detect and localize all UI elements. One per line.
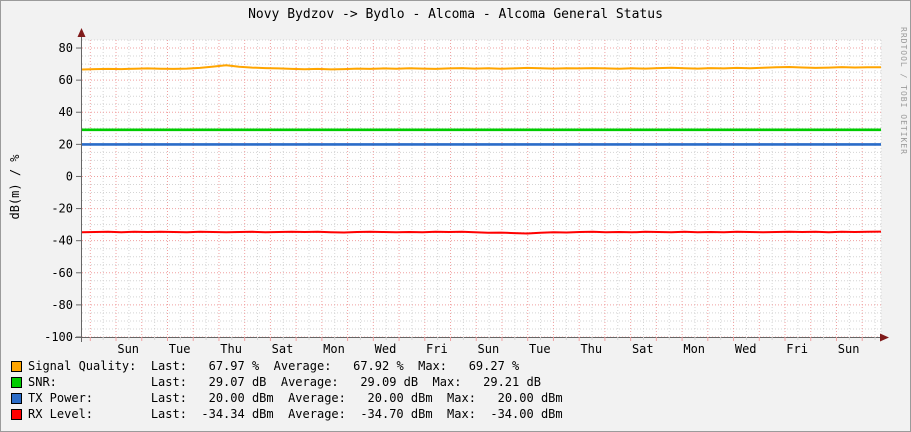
rrdtool-watermark: RRDTOOL / TOBI OETIKER bbox=[899, 27, 908, 155]
legend-unit: % bbox=[251, 359, 260, 373]
legend-max-label: Max: bbox=[418, 359, 448, 373]
legend-series-name: TX Power: bbox=[28, 391, 94, 405]
y-tick-label: -60 bbox=[51, 266, 73, 280]
legend-last-value: 29.07 bbox=[208, 375, 245, 389]
legend-max-value: 20.00 bbox=[497, 391, 534, 405]
legend-unit: dBm bbox=[410, 391, 433, 405]
x-tick-label: Tue bbox=[529, 342, 551, 356]
legend-last-label: Last: bbox=[150, 407, 187, 421]
legend-last-label: Last: bbox=[150, 375, 187, 389]
legend: Signal Quality: Last: 67.97 % Average: 6… bbox=[11, 358, 563, 422]
legend-unit: dBm bbox=[540, 407, 563, 421]
legend-swatch-snr bbox=[11, 376, 22, 388]
legend-unit: dBm bbox=[251, 391, 274, 405]
legend-last-label: Last: bbox=[150, 391, 187, 405]
legend-average-label: Average: bbox=[280, 375, 339, 389]
y-tick-label: 80 bbox=[59, 41, 73, 55]
legend-average-value: 67.92 bbox=[353, 359, 390, 373]
y-tick-label: -40 bbox=[51, 234, 73, 248]
legend-max-label: Max: bbox=[447, 407, 476, 421]
series-line-rx-level bbox=[81, 230, 882, 235]
x-tick-label: Sun bbox=[478, 342, 500, 356]
legend-unit: dB bbox=[251, 375, 267, 389]
legend-unit: % bbox=[396, 359, 404, 373]
graph-title: Novy Bydzov -> Bydlo - Alcoma - Alcoma G… bbox=[248, 7, 663, 22]
legend-max-value: 69.27 bbox=[468, 359, 505, 373]
legend-unit: % bbox=[512, 359, 520, 373]
x-tick-label: Tue bbox=[169, 342, 191, 356]
legend-average-value: 29.09 bbox=[360, 375, 397, 389]
legend-unit: dBm bbox=[251, 407, 274, 421]
plot-area: 80 60 40 20 0 -20 -40 -60 -80 -100 Sun Tue Thu Sat Mon… bbox=[44, 28, 889, 356]
legend-unit: dB bbox=[403, 375, 419, 389]
legend-average-label: Average: bbox=[288, 391, 346, 405]
legend-row-rx-level: RX Level: Last: -34.34 dBm Average: -34.… bbox=[11, 406, 563, 422]
legend-max-value: 29.21 bbox=[483, 375, 520, 389]
y-tick-label: 60 bbox=[59, 73, 73, 87]
legend-series-name: RX Level: bbox=[28, 407, 94, 421]
plot-canvas bbox=[82, 40, 881, 337]
legend-swatch-signal-quality bbox=[11, 360, 22, 372]
x-tick-label: Thu bbox=[220, 342, 242, 356]
legend-unit: dBm bbox=[410, 407, 433, 421]
legend-last-value: 20.00 bbox=[208, 391, 245, 405]
x-tick-label: Thu bbox=[580, 342, 602, 356]
x-tick-label: Mon bbox=[683, 342, 705, 356]
y-tick-label: -20 bbox=[51, 202, 73, 216]
y-tick-label: -80 bbox=[51, 298, 73, 312]
x-tick-label: Sun bbox=[838, 342, 860, 356]
legend-series-name: Signal Quality: bbox=[28, 359, 137, 373]
y-tick-label: 0 bbox=[66, 169, 73, 183]
legend-max-label: Max: bbox=[447, 391, 476, 405]
series-line-signal-quality bbox=[81, 64, 881, 71]
legend-max-label: Max: bbox=[432, 375, 462, 389]
legend-average-label: Average: bbox=[288, 407, 346, 421]
x-tick-label: Sat bbox=[272, 342, 294, 356]
legend-last-value: -34.34 bbox=[201, 407, 245, 421]
y-tick-label: 40 bbox=[59, 105, 73, 119]
legend-average-value: 20.00 bbox=[367, 391, 404, 405]
legend-row-snr: SNR: Last: 29.07 dB Average: 29.09 dB Ma… bbox=[11, 374, 563, 390]
x-axis-arrow bbox=[880, 333, 889, 342]
x-tick-label: Wed bbox=[735, 342, 757, 356]
y-tick-label: -100 bbox=[44, 330, 73, 344]
x-tick-label: Sat bbox=[632, 342, 654, 356]
legend-row-signal-quality: Signal Quality: Last: 67.97 % Average: 6… bbox=[11, 358, 563, 374]
legend-unit: dBm bbox=[540, 391, 563, 405]
legend-max-value: -34.00 bbox=[490, 407, 534, 421]
legend-swatch-tx-power bbox=[11, 392, 22, 404]
y-axis-arrow bbox=[77, 28, 86, 37]
x-tick-label: Fri bbox=[786, 342, 808, 356]
y-tick-label: 20 bbox=[59, 137, 73, 151]
legend-unit: dB bbox=[526, 375, 541, 389]
legend-swatch-rx-level bbox=[11, 408, 22, 420]
legend-last-value: 67.97 bbox=[208, 359, 245, 373]
legend-row-tx-power: TX Power: Last: 20.00 dBm Average: 20.00… bbox=[11, 390, 563, 406]
x-tick-label: Sun bbox=[117, 342, 139, 356]
legend-last-label: Last: bbox=[150, 359, 187, 373]
x-tick-label: Fri bbox=[426, 342, 448, 356]
legend-average-value: -34.70 bbox=[360, 407, 404, 421]
legend-average-label: Average: bbox=[273, 359, 332, 373]
x-tick-label: Wed bbox=[375, 342, 397, 356]
legend-series-name: SNR: bbox=[28, 375, 57, 389]
x-tick-label: Mon bbox=[323, 342, 345, 356]
